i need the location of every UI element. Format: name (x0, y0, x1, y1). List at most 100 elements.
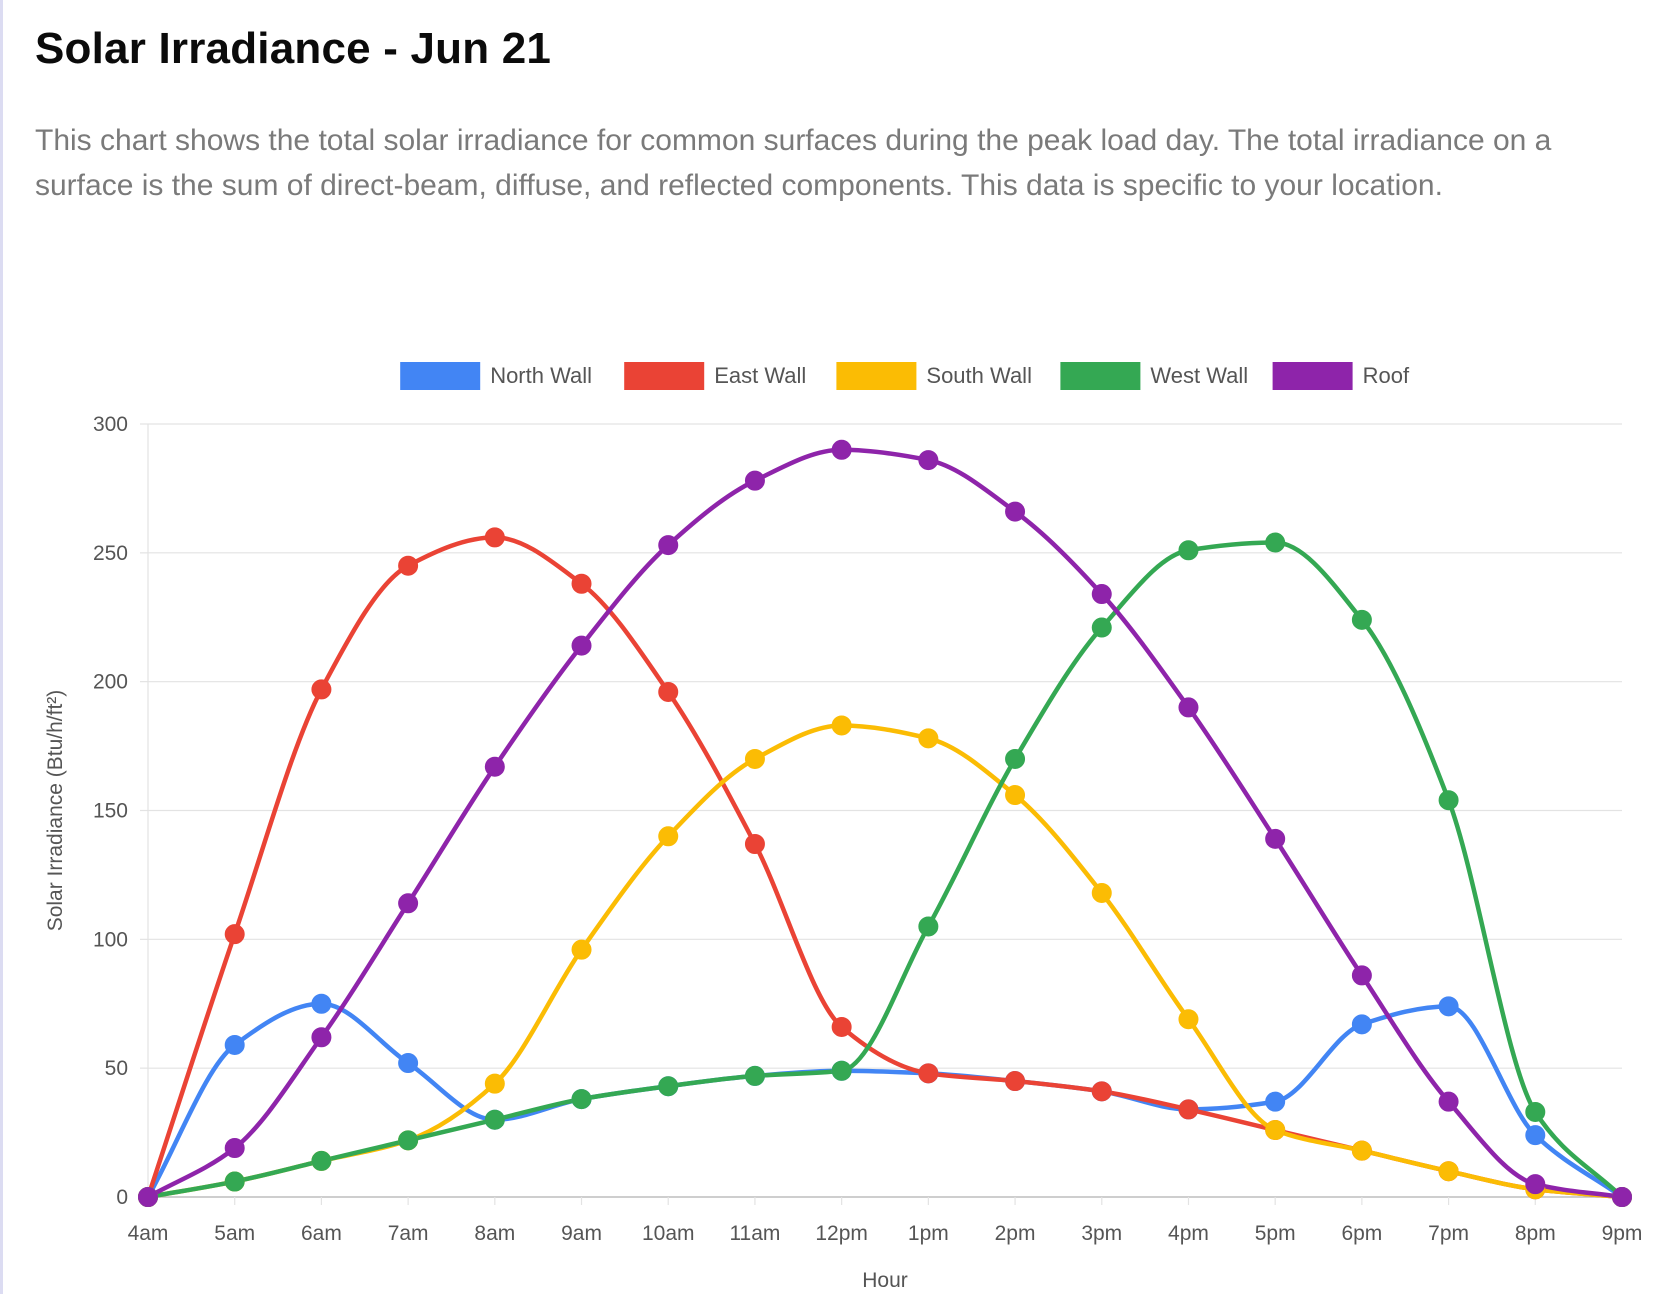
data-point-roof[interactable] (1438, 1091, 1459, 1112)
data-point-west-wall[interactable] (571, 1089, 592, 1110)
data-point-west-wall[interactable] (1265, 532, 1286, 553)
data-point-north-wall[interactable] (1438, 996, 1459, 1017)
data-point-south-wall[interactable] (1178, 1009, 1199, 1030)
y-tick-label: 150 (93, 800, 128, 823)
x-tick-label: 3pm (1081, 1222, 1122, 1245)
x-tick-label: 2pm (995, 1222, 1036, 1245)
left-border (0, 0, 3, 1294)
series-line-roof (145, 447, 1625, 1200)
legend-swatch (400, 362, 481, 390)
data-point-south-wall[interactable] (1005, 785, 1026, 806)
data-point-north-wall[interactable] (224, 1034, 245, 1055)
y-tick-label: 300 (93, 413, 128, 436)
data-point-north-wall[interactable] (398, 1053, 419, 1074)
data-point-east-wall[interactable] (1091, 1081, 1112, 1102)
legend-label: East Wall (714, 363, 806, 388)
y-tick-label: 50 (105, 1057, 128, 1080)
data-point-east-wall[interactable] (658, 681, 679, 702)
axes: 0 50 100 150 200 250 300 4am 5am 6am 7am 8am 9am 10am… (93, 413, 1642, 1245)
data-point-west-wall[interactable] (311, 1150, 332, 1171)
data-point-roof[interactable] (484, 756, 505, 777)
data-point-south-wall[interactable] (658, 826, 679, 847)
data-point-east-wall[interactable] (484, 527, 505, 548)
data-point-roof[interactable] (571, 635, 592, 656)
data-point-north-wall[interactable] (1265, 1091, 1286, 1112)
legend: North Wall East Wall South Wall West Wall Ro… (400, 362, 1410, 390)
data-point-east-wall[interactable] (918, 1063, 939, 1084)
data-point-west-wall[interactable] (1091, 617, 1112, 638)
data-point-east-wall[interactable] (1005, 1071, 1026, 1092)
data-point-roof[interactable] (1005, 501, 1026, 522)
data-point-east-wall[interactable] (311, 679, 332, 700)
data-point-west-wall[interactable] (484, 1109, 505, 1130)
data-point-south-wall[interactable] (1438, 1161, 1459, 1182)
data-point-west-wall[interactable] (1525, 1101, 1546, 1122)
data-point-south-wall[interactable] (1265, 1120, 1286, 1141)
legend-swatch (836, 362, 917, 390)
x-tick-label: 4am (128, 1222, 169, 1245)
data-point-south-wall[interactable] (484, 1073, 505, 1094)
data-point-south-wall[interactable] (1091, 882, 1112, 903)
data-point-south-wall[interactable] (831, 715, 852, 736)
data-point-west-wall[interactable] (1005, 748, 1026, 769)
legend-item-north-wall[interactable]: North Wall (400, 362, 592, 390)
legend-swatch (1272, 362, 1353, 390)
data-point-west-wall[interactable] (918, 916, 939, 937)
series-line-west-wall (145, 540, 1625, 1200)
data-point-east-wall[interactable] (398, 555, 419, 576)
series-line-north-wall (145, 1001, 1625, 1200)
solar-irradiance-chart: 0 50 100 150 200 250 300 4am 5am 6am 7am 8am 9am 10am… (44, 362, 1642, 1292)
data-point-west-wall[interactable] (831, 1060, 852, 1081)
x-tick-label: 8am (474, 1222, 515, 1245)
data-point-roof[interactable] (744, 470, 765, 491)
legend-swatch (1060, 362, 1141, 390)
y-tick-label: 200 (93, 671, 128, 694)
data-point-roof[interactable] (311, 1027, 332, 1048)
data-point-west-wall[interactable] (398, 1130, 419, 1151)
data-point-north-wall[interactable] (311, 993, 332, 1014)
chart-description: This chart shows the total solar irradia… (35, 124, 1552, 202)
x-tick-label: 7pm (1428, 1222, 1469, 1245)
x-tick-label: 9pm (1602, 1222, 1643, 1245)
legend-item-south-wall[interactable]: South Wall (836, 362, 1032, 390)
data-point-roof[interactable] (831, 439, 852, 460)
data-point-south-wall[interactable] (918, 728, 939, 749)
data-point-roof[interactable] (1178, 697, 1199, 718)
legend-item-east-wall[interactable]: East Wall (624, 362, 806, 390)
legend-item-west-wall[interactable]: West Wall (1060, 362, 1248, 390)
data-point-west-wall[interactable] (658, 1076, 679, 1097)
data-point-roof[interactable] (1351, 965, 1372, 986)
data-points (138, 439, 1632, 1207)
data-point-roof[interactable] (1265, 828, 1286, 849)
data-point-roof[interactable] (398, 893, 419, 914)
data-point-south-wall[interactable] (1351, 1140, 1372, 1161)
data-point-east-wall[interactable] (1178, 1099, 1199, 1120)
data-point-north-wall[interactable] (1351, 1014, 1372, 1035)
data-point-roof[interactable] (1612, 1187, 1632, 1207)
data-point-east-wall[interactable] (744, 833, 765, 854)
data-point-south-wall[interactable] (744, 748, 765, 769)
data-point-east-wall[interactable] (224, 924, 245, 945)
data-point-west-wall[interactable] (1351, 609, 1372, 630)
data-point-east-wall[interactable] (571, 573, 592, 594)
legend-label: Roof (1363, 363, 1410, 388)
data-point-west-wall[interactable] (224, 1171, 245, 1192)
data-point-roof[interactable] (918, 450, 939, 471)
x-tick-label: 1pm (908, 1222, 949, 1245)
y-axis-title: Solar Irradiance (Btu/h/ft²) (44, 690, 67, 932)
data-point-roof[interactable] (1091, 584, 1112, 605)
data-point-west-wall[interactable] (1438, 790, 1459, 811)
data-point-roof[interactable] (1525, 1174, 1546, 1195)
grid-lines (148, 423, 1622, 1198)
data-point-south-wall[interactable] (571, 939, 592, 960)
data-point-east-wall[interactable] (831, 1016, 852, 1037)
data-point-roof[interactable] (224, 1138, 245, 1159)
x-tick-label: 5pm (1255, 1222, 1296, 1245)
data-point-roof[interactable] (658, 535, 679, 556)
legend-item-roof[interactable]: Roof (1272, 362, 1410, 390)
data-point-west-wall[interactable] (744, 1065, 765, 1086)
x-axis-title: Hour (862, 1269, 908, 1292)
data-point-north-wall[interactable] (1525, 1125, 1546, 1146)
data-point-roof[interactable] (138, 1187, 158, 1207)
data-point-west-wall[interactable] (1178, 540, 1199, 561)
